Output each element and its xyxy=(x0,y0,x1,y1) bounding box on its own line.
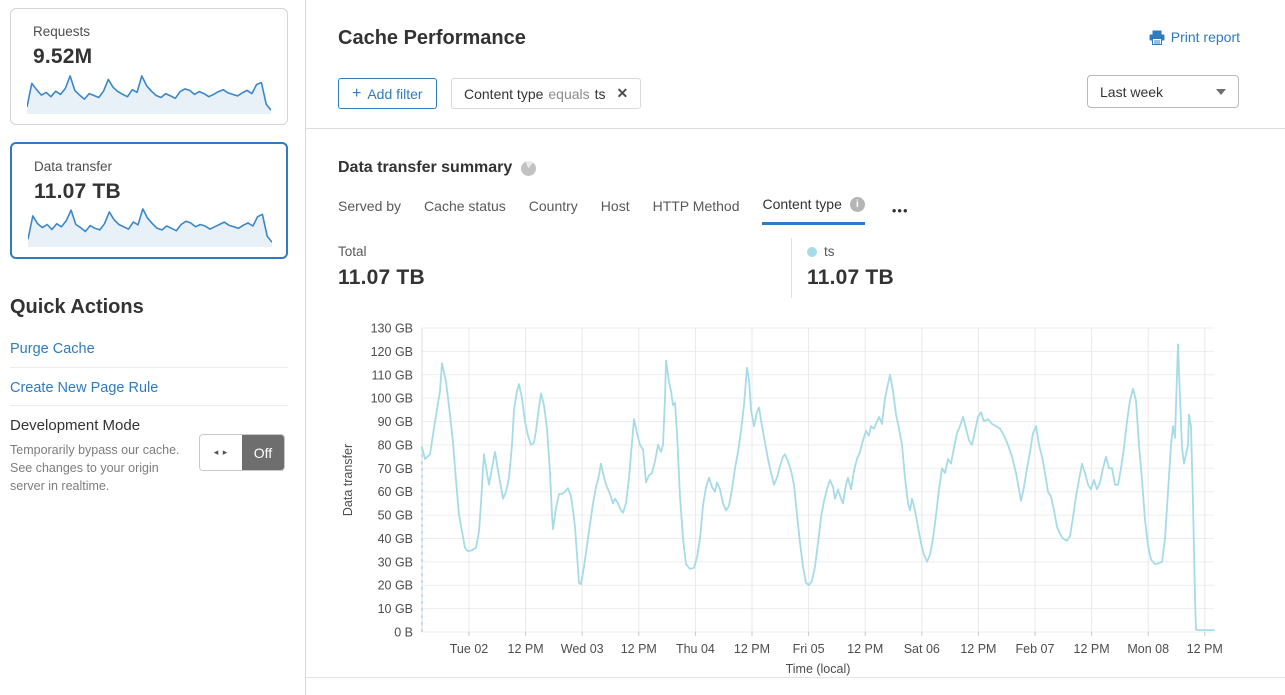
svg-text:30 GB: 30 GB xyxy=(378,555,413,569)
requests-card-label: Requests xyxy=(33,24,91,39)
data-transfer-card-label: Data transfer xyxy=(34,159,113,174)
series-legend: ts xyxy=(807,244,894,259)
date-range-select[interactable]: Last week xyxy=(1087,75,1239,108)
tab-cache-status[interactable]: Cache status xyxy=(424,197,506,214)
series-color-dot xyxy=(807,246,817,257)
svg-text:12 PM: 12 PM xyxy=(1074,642,1110,656)
divider xyxy=(306,677,1285,678)
svg-text:110 GB: 110 GB xyxy=(372,368,413,382)
svg-text:120 GB: 120 GB xyxy=(371,345,413,359)
tab-country[interactable]: Country xyxy=(528,197,578,214)
remove-filter-icon[interactable]: ✕ xyxy=(616,85,629,101)
main-panel: Cache Performance Print report + Add fil… xyxy=(305,0,1285,695)
svg-text:Tue 02: Tue 02 xyxy=(450,642,489,656)
dimension-tabs: Served by Cache status Country Host HTTP… xyxy=(338,196,909,225)
svg-text:12 PM: 12 PM xyxy=(621,642,657,656)
data-transfer-card-value: 11.07 TB xyxy=(34,180,121,203)
requests-card-value: 9.52M xyxy=(33,45,93,68)
svg-text:40 GB: 40 GB xyxy=(378,532,413,546)
svg-text:50 GB: 50 GB xyxy=(378,509,413,523)
tab-host[interactable]: Host xyxy=(600,197,630,214)
svg-text:100 GB: 100 GB xyxy=(371,392,413,406)
summary-section-title: Data transfer summary xyxy=(338,159,537,177)
more-tabs-icon[interactable]: ••• xyxy=(891,203,909,218)
svg-text:0 B: 0 B xyxy=(394,626,413,640)
development-mode-toggle[interactable]: ◂ ▸ Off xyxy=(199,434,285,471)
divider xyxy=(306,128,1285,129)
filter-chip-content-type: Content type equals ts ✕ xyxy=(451,78,642,109)
filter-value: ts xyxy=(594,85,606,102)
svg-text:12 PM: 12 PM xyxy=(508,642,544,656)
data-transfer-sparkline xyxy=(27,207,273,249)
purge-cache-link[interactable]: Purge Cache xyxy=(10,341,95,357)
svg-text:Wed 03: Wed 03 xyxy=(561,642,604,656)
svg-text:90 GB: 90 GB xyxy=(378,415,413,429)
date-range-value: Last week xyxy=(1100,83,1164,100)
tab-content-type-label: Content type xyxy=(762,196,842,212)
svg-text:Data transfer: Data transfer xyxy=(341,444,355,516)
data-transfer-chart: 0 B 10 GB 20 GB 30 GB 40 GB 50 GB 60 GB 70 GB 80… xyxy=(341,322,1223,677)
chevron-down-icon xyxy=(1216,88,1226,95)
development-mode-description: Temporarily bypass our cache. See change… xyxy=(10,443,180,493)
svg-text:Sat 06: Sat 06 xyxy=(904,642,940,656)
filter-field: Content type xyxy=(464,85,544,102)
page-title: Cache Performance xyxy=(338,27,526,49)
info-icon[interactable]: i xyxy=(849,196,865,212)
tab-content-type[interactable]: Content type i xyxy=(762,196,865,225)
tab-served-by[interactable]: Served by xyxy=(338,197,402,214)
print-report-link[interactable]: Print report xyxy=(1149,29,1240,45)
requests-metric-card[interactable]: Requests 9.52M xyxy=(10,8,288,125)
total-label: Total xyxy=(338,244,367,259)
svg-text:70 GB: 70 GB xyxy=(378,462,413,476)
tab-http-method[interactable]: HTTP Method xyxy=(652,197,740,214)
add-filter-button[interactable]: + Add filter xyxy=(338,78,437,109)
print-report-label: Print report xyxy=(1170,29,1240,45)
divider xyxy=(10,367,288,368)
svg-text:Feb 07: Feb 07 xyxy=(1016,642,1055,656)
requests-sparkline xyxy=(26,74,273,116)
quick-actions-title: Quick Actions xyxy=(10,296,144,318)
series-value: 11.07 TB xyxy=(807,266,894,289)
svg-text:12 PM: 12 PM xyxy=(734,642,770,656)
svg-text:Thu 04: Thu 04 xyxy=(676,642,715,656)
svg-text:10 GB: 10 GB xyxy=(378,602,413,616)
add-filter-label: Add filter xyxy=(367,85,423,102)
svg-text:12 PM: 12 PM xyxy=(1187,642,1223,656)
svg-text:20 GB: 20 GB xyxy=(378,579,413,593)
divider xyxy=(791,238,792,298)
plus-icon: + xyxy=(352,84,362,102)
development-mode-title: Development Mode xyxy=(10,417,141,434)
toggle-state-label: Off xyxy=(242,435,284,470)
total-value: 11.07 TB xyxy=(338,266,425,289)
printer-icon xyxy=(1149,30,1165,45)
series-stat: ts 11.07 TB xyxy=(807,244,894,290)
svg-text:Mon 08: Mon 08 xyxy=(1127,642,1169,656)
svg-text:80 GB: 80 GB xyxy=(378,438,413,452)
data-transfer-metric-card[interactable]: Data transfer 11.07 TB xyxy=(10,142,288,259)
svg-text:60 GB: 60 GB xyxy=(378,485,413,499)
analytics-sidebar: Requests 9.52M Data transfer 11.07 TB Qu… xyxy=(0,0,305,695)
create-page-rule-link[interactable]: Create New Page Rule xyxy=(10,380,159,396)
summary-title-text: Data transfer summary xyxy=(338,159,513,176)
filter-operator: equals xyxy=(548,85,590,102)
svg-text:12 PM: 12 PM xyxy=(847,642,883,656)
svg-text:Time (local): Time (local) xyxy=(786,662,851,676)
series-name: ts xyxy=(824,244,835,259)
svg-text:130 GB: 130 GB xyxy=(371,322,413,336)
divider xyxy=(10,405,288,406)
toggle-arrows-icon: ◂ ▸ xyxy=(200,435,242,470)
total-stat: Total 11.07 TB xyxy=(338,244,425,290)
svg-text:12 PM: 12 PM xyxy=(960,642,996,656)
svg-text:Fri 05: Fri 05 xyxy=(793,642,825,656)
pie-chart-icon xyxy=(521,160,537,176)
